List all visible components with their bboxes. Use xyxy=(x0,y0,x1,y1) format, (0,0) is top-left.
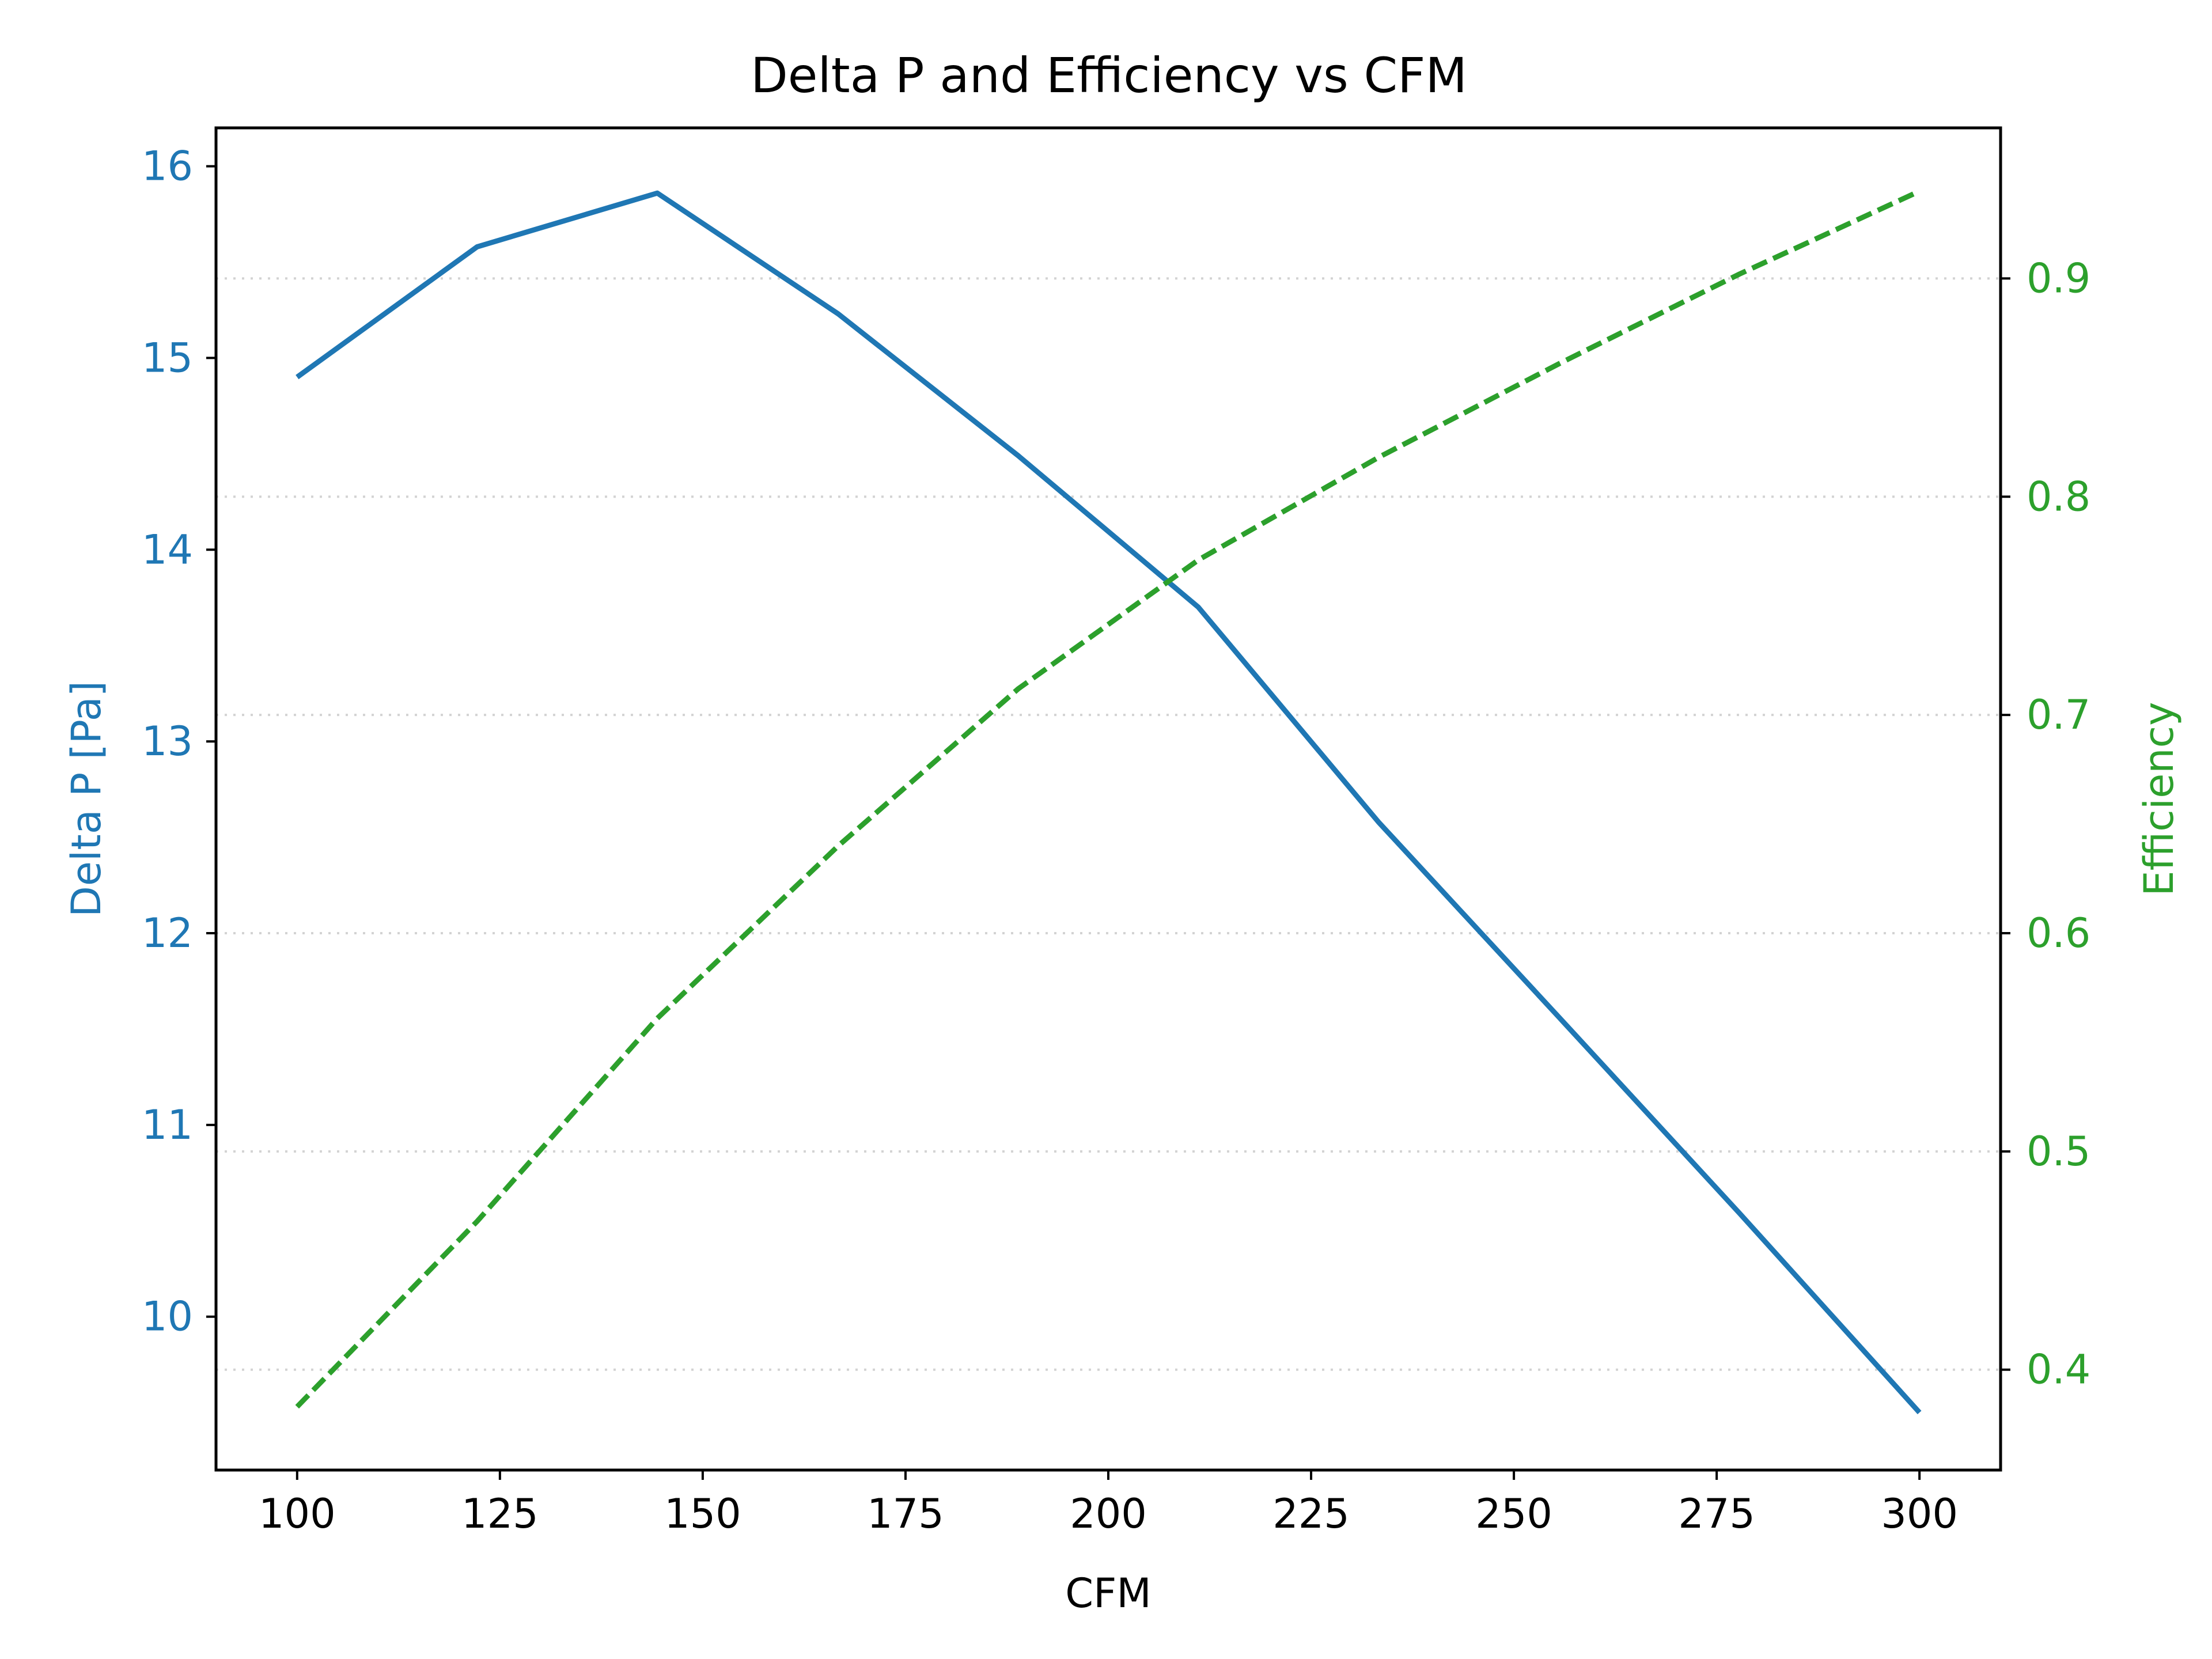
series-layer xyxy=(295,188,1922,1415)
efficiency-line xyxy=(295,188,1921,1409)
x-tick-label-0: 100 xyxy=(259,1490,336,1537)
y-tick-label-1: 11 xyxy=(142,1101,193,1149)
x-tick-label-6: 250 xyxy=(1475,1490,1552,1537)
y2-tick-label-1: 0.5 xyxy=(2027,1128,2090,1175)
x-tick-label-4: 200 xyxy=(1070,1490,1147,1537)
y-tick-label-4: 14 xyxy=(142,526,193,573)
y-tick-label-5: 15 xyxy=(142,334,193,381)
y-tick-label-6: 16 xyxy=(142,143,193,190)
x-tick-label-1: 125 xyxy=(461,1490,539,1537)
x-tick-label-5: 225 xyxy=(1272,1490,1350,1537)
y-tick-label-3: 13 xyxy=(142,718,193,765)
y2-tick-label-0: 0.4 xyxy=(2027,1346,2090,1393)
y-tick-label-2: 12 xyxy=(142,910,193,957)
x-tick-label-8: 300 xyxy=(1881,1490,1958,1537)
y2-tick-label-2: 0.6 xyxy=(2027,910,2090,957)
grid xyxy=(216,277,2001,1371)
axes: 100 125 150 175 200 225 250 275 300 10 11 12 13 14 15 1… xyxy=(142,143,2090,1537)
y2-tick-label-3: 0.7 xyxy=(2027,691,2090,738)
y-tick-label-0: 10 xyxy=(142,1293,193,1340)
x-tick-label-2: 150 xyxy=(664,1490,741,1537)
x-tick-label-3: 175 xyxy=(867,1490,944,1537)
chart-title: Delta P and Efficiency vs CFM xyxy=(751,47,1467,104)
delta-p-line xyxy=(296,190,1922,1415)
x-tick-label-7: 275 xyxy=(1678,1490,1755,1537)
x-axis-label: CFM xyxy=(1065,1570,1152,1617)
y2-axis-label: Efficiency xyxy=(2135,702,2183,896)
y2-tick-label-4: 0.8 xyxy=(2027,473,2090,520)
y2-tick-label-5: 0.9 xyxy=(2027,255,2090,302)
y-axis-label: Delta P [Pa] xyxy=(63,681,110,917)
